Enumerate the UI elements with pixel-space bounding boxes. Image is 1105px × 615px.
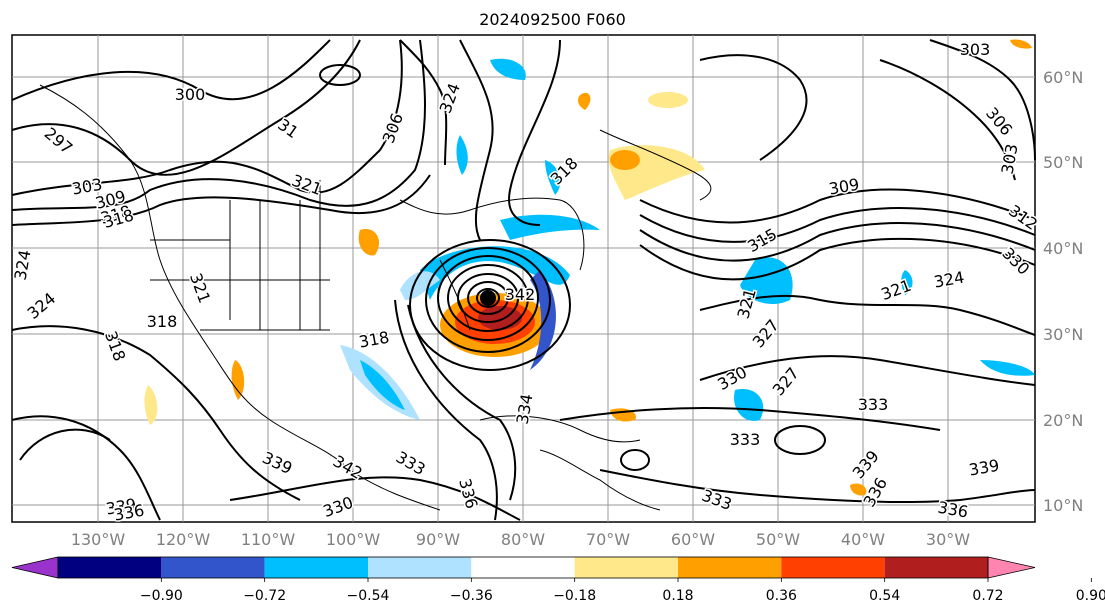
lon-tick-label: 90°W	[416, 530, 460, 549]
contour-label: 342	[505, 285, 536, 304]
colorbar-segment	[678, 557, 782, 578]
colorbar-segment	[161, 557, 265, 578]
lon-tick-label: 130°W	[71, 530, 126, 549]
colorbar-segment	[884, 557, 988, 578]
lat-tick-label: 10°N	[1043, 496, 1083, 515]
colorbar-extend-high	[987, 556, 1036, 579]
latitude-labels: 60°N 50°N 40°N 30°N 20°N 10°N	[1043, 68, 1083, 515]
shade-blue-3	[500, 214, 600, 240]
shade-yellow-2	[648, 92, 688, 108]
shade-blue-10	[734, 389, 764, 421]
lon-tick-label: 60°W	[671, 530, 715, 549]
colorbar-tick-label: −0.54	[347, 588, 390, 604]
colorbar-tick-label: −0.18	[553, 588, 596, 604]
longitude-labels: 130°W 120°W 110°W 100°W 90°W 80°W 70°W 60°W 50°W…	[71, 530, 970, 549]
lon-tick-label: 110°W	[241, 530, 296, 549]
lat-tick-label: 20°N	[1043, 411, 1083, 430]
lon-tick-label: 100°W	[326, 530, 381, 549]
shade-orange-2	[610, 150, 640, 170]
shade-orange-7	[1010, 39, 1032, 49]
shade-blue-2	[360, 360, 405, 410]
colorbar-segment	[574, 557, 678, 578]
contour-lines	[11, 39, 1036, 521]
coastlines	[39, 84, 712, 511]
shade-orange-3	[231, 360, 245, 400]
shade-blue-7	[740, 257, 793, 305]
colorbar-outline	[57, 556, 989, 579]
colorbar-tick-label: 0.18	[662, 588, 693, 604]
lon-tick-label: 40°W	[841, 530, 885, 549]
colorbar-tick-label: −0.72	[243, 588, 286, 604]
shade-orange-8	[577, 92, 591, 110]
lon-tick-label: 70°W	[586, 530, 630, 549]
colorbar-tick-label: −0.90	[140, 588, 183, 604]
colorbar-segment	[58, 557, 162, 578]
map-title: 2024092500 F060	[479, 10, 626, 29]
lon-tick-label: 80°W	[501, 530, 545, 549]
lon-tick-label: 50°W	[756, 530, 800, 549]
contour-label: 303	[960, 40, 991, 59]
shade-blue-5	[545, 160, 561, 195]
contour-label: 318	[147, 312, 178, 331]
colorbar-tick-label: 0.54	[869, 588, 900, 604]
colorbar-tick-label: 0.36	[766, 588, 797, 604]
lon-tick-label: 120°W	[156, 530, 211, 549]
colorbar-segment	[264, 557, 368, 578]
colorbar-tick-label: −0.36	[450, 588, 493, 604]
lat-tick-label: 40°N	[1043, 239, 1083, 258]
colorbar-extend-low	[11, 556, 59, 579]
colorbar-segment	[368, 557, 472, 578]
colorbar-segment	[471, 557, 575, 578]
shade-blue-4	[456, 135, 468, 175]
shade-orange-6	[850, 483, 867, 496]
shade-blue-9	[980, 360, 1035, 376]
colorbar-tick-label: 0.72	[972, 588, 1003, 604]
shade-lightblue	[400, 271, 440, 300]
shade-blue	[420, 246, 570, 300]
shade-blue-8	[901, 270, 913, 295]
lat-tick-label: 60°N	[1043, 68, 1083, 87]
colorbar-tick-label: 0.90	[1076, 588, 1105, 604]
lat-tick-label: 30°N	[1043, 325, 1083, 344]
storm-center-marker	[480, 290, 496, 306]
contour-label: 300	[175, 85, 206, 104]
colorbar-segment	[781, 557, 885, 578]
lat-tick-label: 50°N	[1043, 153, 1083, 172]
contour-label: 333	[730, 430, 761, 449]
shade-blue-6	[490, 58, 526, 80]
shade-orange-4	[358, 229, 380, 256]
contour-label: 336	[112, 501, 145, 525]
shade-yellow-3	[144, 385, 158, 425]
colorbar: −0.90 −0.72 −0.54 −0.36 −0.18 0.18 0.36 0.54 0.7…	[11, 556, 1105, 604]
lon-tick-label: 30°W	[926, 530, 970, 549]
contour-label: 333	[858, 395, 889, 414]
